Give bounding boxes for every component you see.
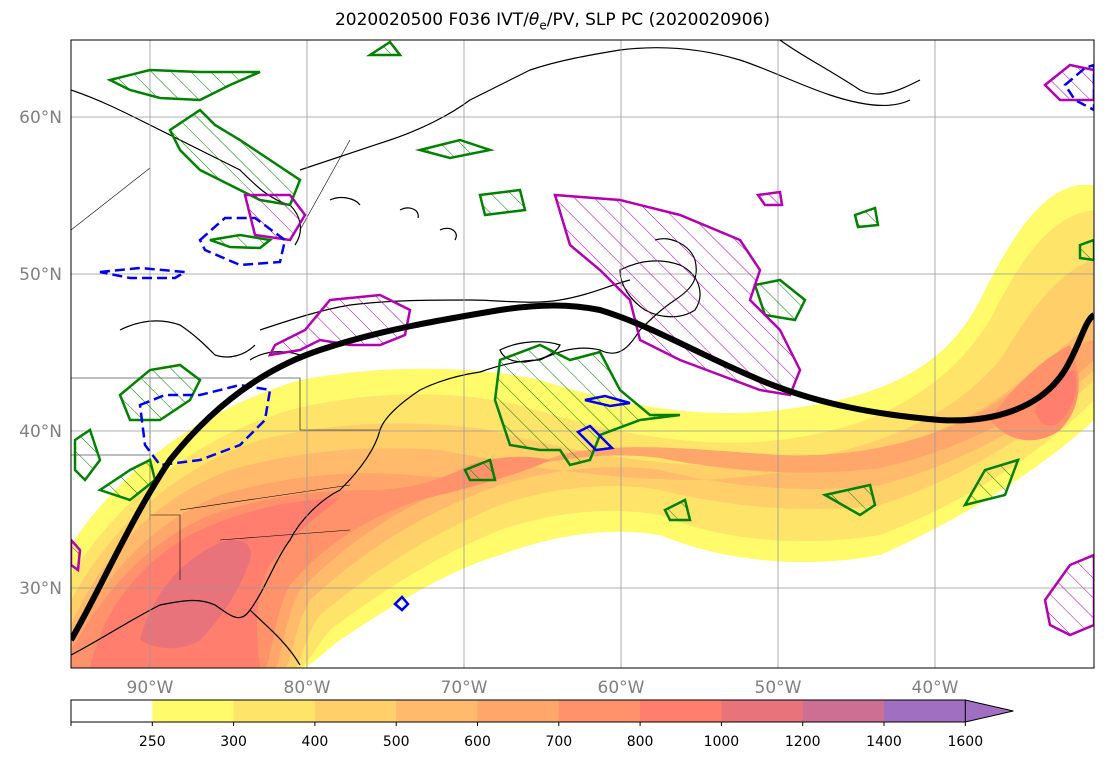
theta-e-contour-baffin: [365, 40, 403, 57]
ivt-band-1000: [140, 540, 251, 649]
colorbar-tick-label: 600: [464, 734, 491, 750]
lon-label: 80°W: [284, 678, 331, 698]
pv-low-contours: [99, 63, 1094, 612]
lat-label: 50°N: [19, 265, 62, 285]
pv-low-contour-quebec: [198, 216, 287, 267]
theta-e-contour-labrador: [168, 108, 302, 207]
theta-e-contours: [73, 40, 1094, 522]
pv-low-contour-lakes: [138, 383, 272, 467]
colorbar-segment: [396, 700, 478, 722]
colorbar-tick-label: 1400: [866, 734, 902, 750]
colorbar-extend-arrow: [964, 699, 1014, 723]
colorbar-tick-label: 500: [383, 734, 410, 750]
colorbar-segment: [884, 700, 966, 722]
gridlines: [71, 40, 1094, 668]
colorbar-segment: [71, 700, 153, 722]
theta-e-contour-maritime: [493, 343, 681, 467]
theta-e-contour-north: [478, 188, 527, 217]
ivt-band-1000-east: [1035, 370, 1077, 426]
ivt-band-500: [71, 320, 1094, 668]
pv-low-contour-atlantic: [393, 595, 410, 612]
theta-e-contour-mid2: [853, 206, 880, 229]
pv-high-contour-se: [1043, 553, 1094, 637]
colorbar-outline: [70, 699, 966, 723]
theta-e-contour-east: [962, 458, 1021, 507]
theta-e-contour-ohio: [97, 458, 157, 502]
colorbar-segment: [152, 700, 235, 722]
colorbar: 250 300 400 500 600 700 800 1000 1200 1400 1600: [70, 699, 1014, 750]
labrador-coast: [299, 47, 911, 171]
colorbar-tick-label: 800: [627, 734, 654, 750]
colorbar-segment: [640, 700, 722, 722]
lon-label: 60°W: [598, 678, 645, 698]
chart-title: 2020020500 F036 IVT/θe/PV, SLP PC (20200…: [334, 10, 771, 33]
theta-e-contour-hudson: [106, 68, 261, 102]
lat-label: 30°N: [19, 579, 62, 599]
longitude-labels: 90°W 80°W 70°W 60°W 50°W 40°W: [127, 678, 959, 698]
greenland-coast: [779, 40, 921, 95]
slp-pc-contour: [71, 302, 1094, 642]
pv-high-contour-west: [71, 538, 82, 573]
bay-islands: [329, 196, 457, 241]
theta-e-contour-mid: [821, 483, 877, 517]
theta-e-contour-far-east: [1078, 238, 1094, 262]
colorbar-tick-label: 1000: [704, 734, 740, 750]
colorbar-tick-label: 1600: [947, 734, 983, 750]
latitude-labels: 60°N 50°N 40°N 30°N: [19, 108, 62, 599]
pv-high-contour-quebec: [243, 193, 307, 242]
lon-label: 50°W: [755, 678, 802, 698]
pv-high-contour-newfoundland: [553, 193, 802, 397]
theta-e-contour-grand-banks: [753, 278, 807, 322]
colorbar-tick-label: 250: [139, 734, 166, 750]
colorbar-segment: [233, 700, 316, 722]
pv-low-contour-maritime: [575, 424, 615, 452]
theta-e-contour-quebec: [209, 233, 273, 250]
theta-e-contour-gulf: [463, 458, 497, 482]
colorbar-tick-label: 300: [220, 734, 247, 750]
theta-e-contour-north2: [415, 138, 495, 160]
theta-e-contour-lakes2: [73, 428, 102, 482]
pv-low-contour-ne: [1063, 63, 1094, 112]
ivt-shading: [71, 185, 1094, 668]
pv-high-contours: [71, 63, 1094, 637]
lat-label: 60°N: [19, 108, 62, 128]
lon-label: 70°W: [441, 678, 488, 698]
colorbar-segment: [314, 700, 397, 722]
pv-low-contour-west: [99, 266, 189, 280]
colorbar-segment: [477, 700, 560, 722]
theta-e-contour-atlantic: [663, 498, 692, 522]
map-frame: [70, 39, 1095, 669]
lon-label: 90°W: [127, 678, 174, 698]
colorbar-segment: [558, 700, 641, 722]
colorbar-segment: [721, 700, 804, 722]
pv-low-contour-small: [584, 394, 631, 408]
florida-peninsula: [249, 609, 301, 666]
pv-high-contour-small: [755, 190, 784, 207]
colorbar-tick-label: 700: [545, 734, 572, 750]
colorbar-segment: [802, 700, 885, 722]
lon-label: 40°W: [912, 678, 959, 698]
colorbar-tick-label: 1200: [785, 734, 821, 750]
lat-label: 40°N: [19, 422, 62, 442]
colorbar-tick-label: 400: [302, 734, 329, 750]
